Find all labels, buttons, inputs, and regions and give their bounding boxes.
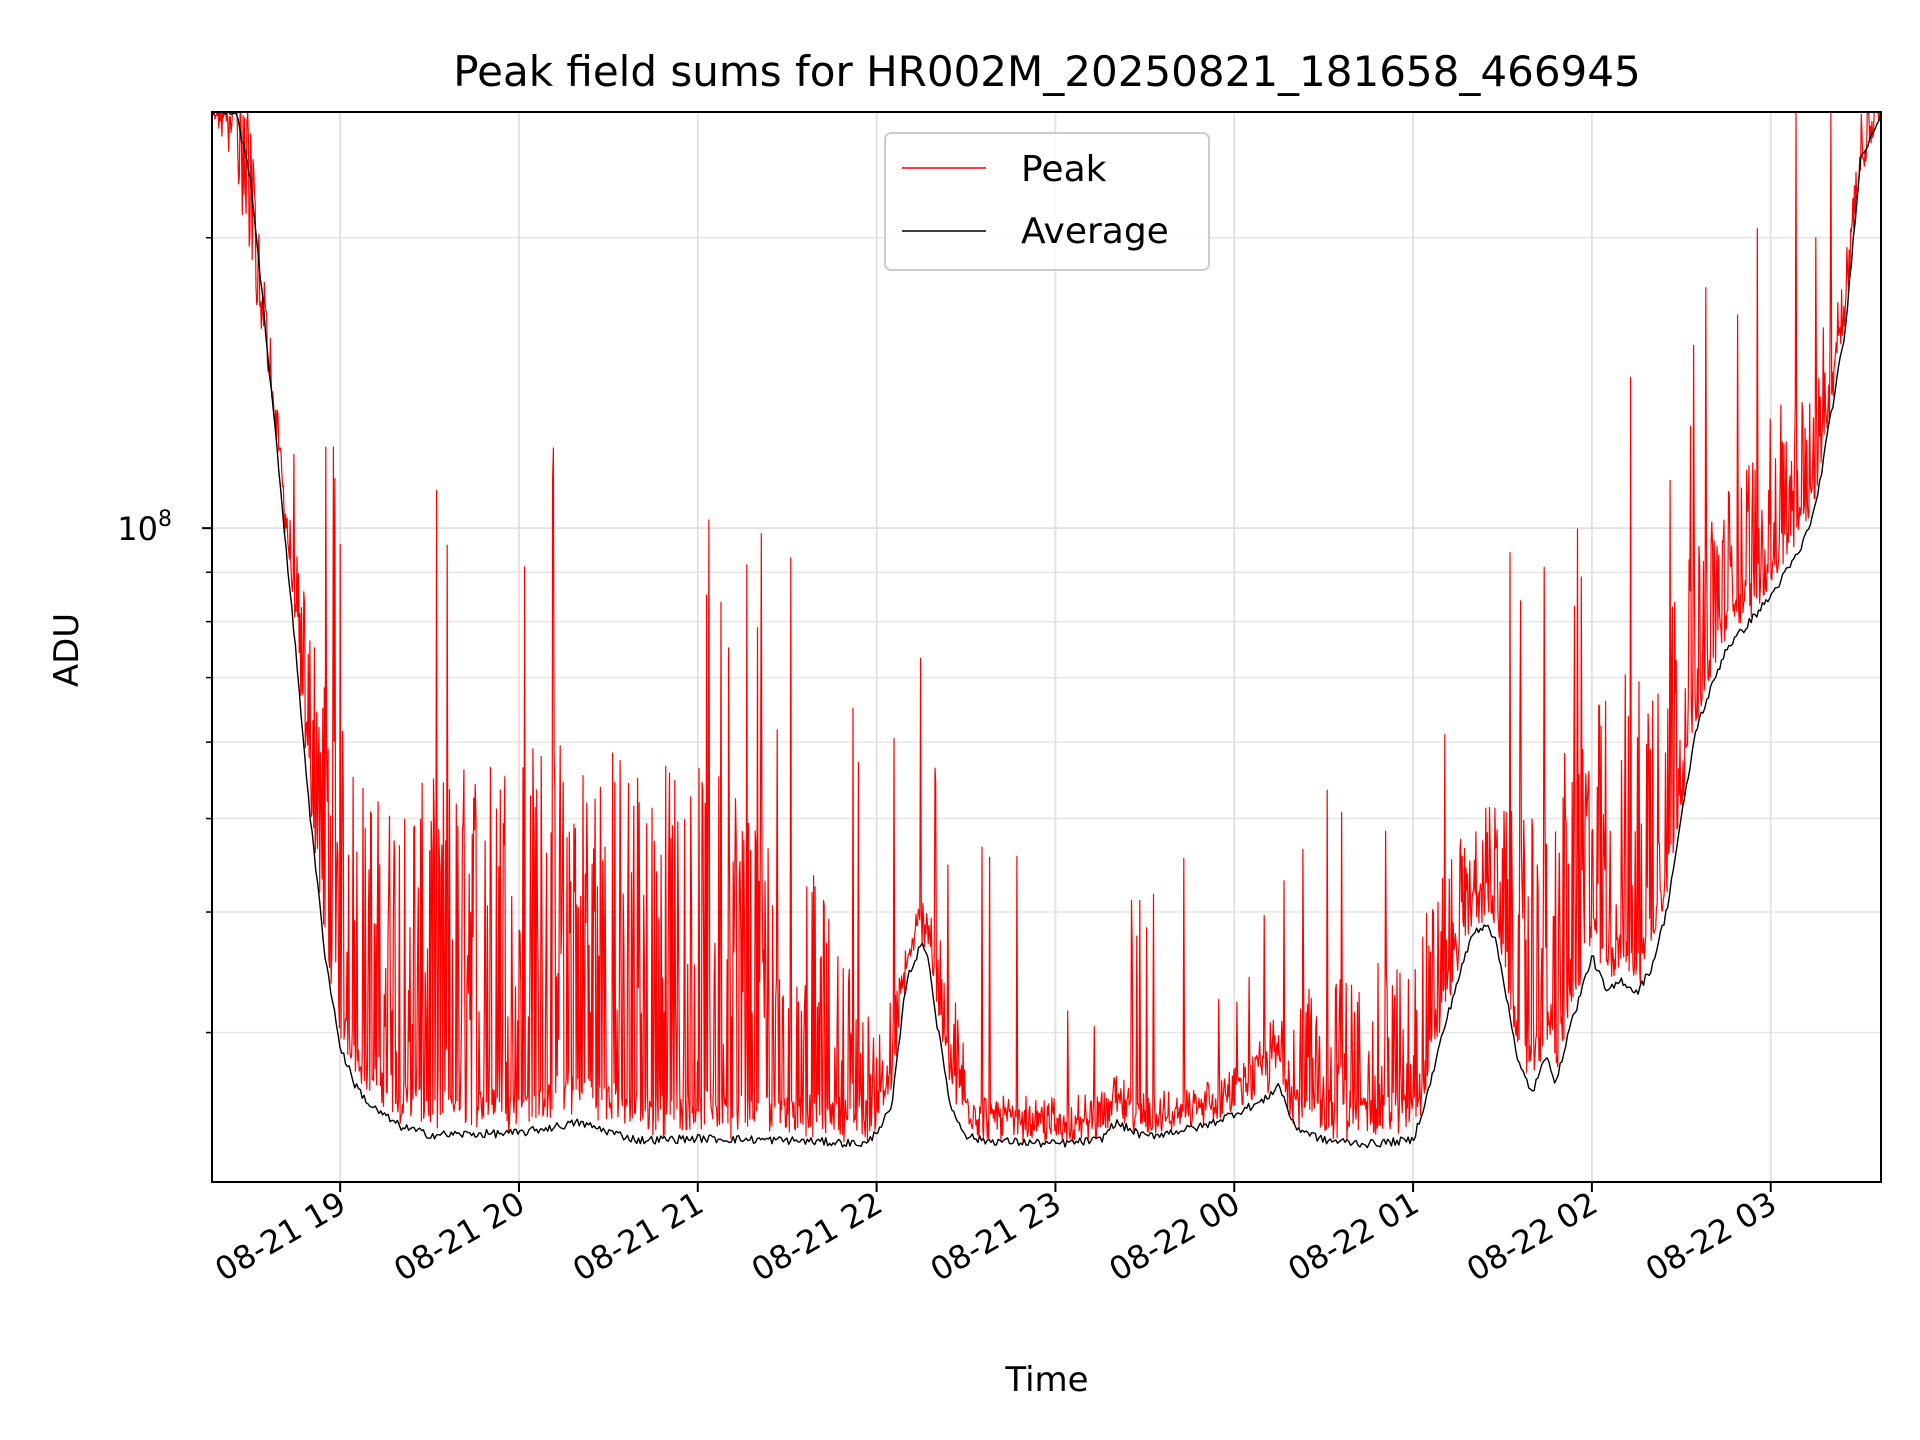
series-line-peak [212, 112, 1881, 1143]
x-tick-label: 08-22 01 [1281, 1184, 1425, 1289]
plot-frame [211, 111, 1882, 1183]
y-axis-label: ADU [47, 613, 87, 687]
y-tick-label: 108 [117, 507, 172, 548]
x-tick-label: 08-22 02 [1460, 1184, 1604, 1289]
x-tick-label: 08-21 20 [387, 1184, 531, 1289]
x-tick-label: 08-22 00 [1103, 1184, 1247, 1289]
x-tick-label: 08-21 21 [566, 1184, 710, 1289]
x-axis-ticks: 08-21 19 08-21 20 08-21 21 08-21 22 08-21 23… [209, 1182, 1783, 1289]
x-axis-label: Time [1004, 1360, 1088, 1400]
series-layer [212, 112, 1881, 1149]
legend: Peak Average [884, 132, 1210, 271]
legend-label-peak: Peak [1021, 149, 1107, 190]
legend-label-average: Average [1021, 211, 1169, 252]
series-line-average [212, 112, 1881, 1149]
grid-major-lines [212, 112, 1881, 1182]
x-tick-label: 08-21 22 [745, 1184, 889, 1289]
x-tick-label: 08-22 03 [1639, 1184, 1783, 1289]
chart-title: Peak field sums for HR002M_20250821_1816… [453, 47, 1640, 96]
y-axis-ticks: 108 [117, 236, 212, 1034]
x-tick-label: 08-21 19 [209, 1184, 353, 1289]
x-tick-label: 08-21 23 [924, 1184, 1068, 1289]
